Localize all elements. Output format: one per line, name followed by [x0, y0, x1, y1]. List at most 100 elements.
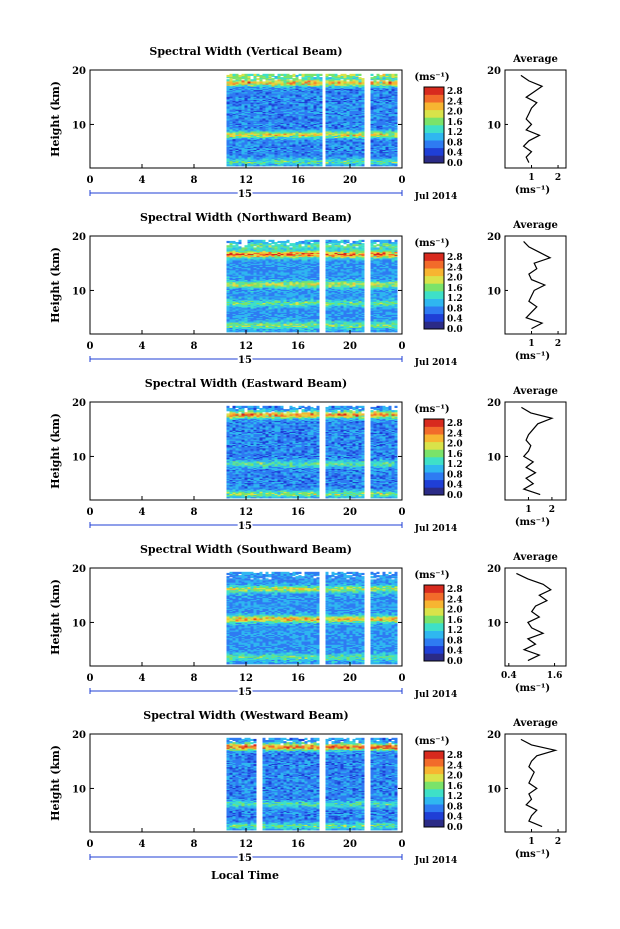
x-tick-label: 0 — [87, 673, 94, 684]
colorbar-segment — [424, 751, 444, 759]
x-tick-label: 16 — [291, 341, 305, 352]
colorbar-segment — [424, 487, 444, 496]
colorbar-segment — [424, 94, 444, 103]
x-tick-label: 0 — [399, 175, 406, 186]
day-label: 15 — [238, 355, 252, 366]
average-title: Average — [512, 54, 558, 65]
x-tick-label: 4 — [139, 341, 146, 352]
x-tick-label: 4 — [139, 507, 146, 518]
average-x-tick-label: 2 — [555, 173, 561, 183]
colorbar-segment — [424, 117, 444, 126]
colorbar-segment — [424, 819, 444, 828]
y-axis-label: Height (km) — [49, 247, 62, 323]
average-y-tick-label: 20 — [487, 66, 501, 77]
average-y-tick-label: 10 — [487, 618, 501, 629]
colorbar-segment — [424, 600, 444, 609]
heatmap-cells — [226, 571, 398, 665]
colorbar-frame — [423, 584, 445, 662]
average-y-tick-label: 10 — [487, 452, 501, 463]
colorbar-segment — [424, 638, 444, 647]
colorbar-segment — [424, 125, 444, 133]
colorbar-tick-label: 0.0 — [447, 325, 463, 335]
average-title: Average — [512, 220, 558, 231]
x-tick-label: 0 — [87, 507, 94, 518]
panel-title: Spectral Width (Eastward Beam) — [145, 377, 347, 390]
colorbar-segment — [424, 645, 444, 654]
colorbar-segment — [424, 253, 444, 261]
panel-title: Spectral Width (Vertical Beam) — [149, 45, 342, 58]
colorbar-tick-label: 0.8 — [447, 304, 463, 314]
x-tick-label: 0 — [399, 673, 406, 684]
colorbar-tick-label: 2.4 — [447, 263, 463, 273]
colorbar-tick-label: 0.0 — [447, 823, 463, 833]
beam-panel-4: Spectral Width (Westward Beam) Height (km… — [49, 709, 567, 866]
average-x-label: (ms⁻¹) — [515, 683, 550, 694]
day-label: 15 — [238, 853, 252, 864]
average-y-tick-label: 10 — [487, 784, 501, 795]
average-profile-line — [520, 74, 544, 163]
colorbar-frame — [423, 252, 445, 330]
colorbar-tick-label: 1.2 — [447, 128, 463, 138]
colorbar-tick-label: 2.8 — [447, 419, 463, 429]
average-y-tick-label: 10 — [487, 286, 501, 297]
y-tick-label: 20 — [72, 730, 86, 741]
colorbar-frame — [423, 86, 445, 164]
colorbar-frame — [423, 418, 445, 496]
x-tick-label: 16 — [291, 507, 305, 518]
colorbar-segment — [424, 479, 444, 488]
average-profile-line — [516, 572, 552, 662]
colorbar-tick-label: 1.6 — [447, 782, 463, 792]
y-axis-label: Height (km) — [49, 579, 62, 655]
x-tick-label: 20 — [343, 175, 357, 186]
heatmap-cells — [226, 239, 398, 333]
x-tick-label: 8 — [191, 341, 198, 352]
average-y-tick-label: 20 — [487, 398, 501, 409]
x-tick-label: 0 — [87, 175, 94, 186]
colorbar-tick-label: 1.2 — [447, 792, 463, 802]
y-tick-label: 10 — [72, 120, 86, 131]
colorbar-unit: (ms⁻¹) — [414, 404, 449, 415]
colorbar-segment — [424, 623, 444, 631]
average-x-label: (ms⁻¹) — [515, 185, 550, 196]
average-frame — [504, 235, 567, 335]
colorbar-segment — [424, 275, 444, 284]
average-x-tick-label: 1 — [525, 505, 531, 515]
colorbar-tick-label: 2.8 — [447, 751, 463, 761]
colorbar-segment — [424, 434, 444, 443]
y-axis-label: Height (km) — [49, 81, 62, 157]
colorbar-tick-label: 0.8 — [447, 802, 463, 812]
panel-title: Spectral Width (Westward Beam) — [143, 709, 348, 722]
x-tick-label: 4 — [139, 175, 146, 186]
average-x-tick-label: 0.4 — [501, 671, 517, 681]
average-y-tick-label: 20 — [487, 730, 501, 741]
colorbar-segment — [424, 132, 444, 141]
colorbar-segment — [424, 147, 444, 156]
colorbar-tick-label: 1.6 — [447, 284, 463, 294]
y-tick-label: 10 — [72, 286, 86, 297]
x-tick-label: 12 — [239, 507, 253, 518]
colorbar-tick-label: 0.0 — [447, 159, 463, 169]
date-label: Jul 2014 — [414, 690, 457, 700]
y-tick-label: 20 — [72, 398, 86, 409]
x-tick-label: 12 — [239, 341, 253, 352]
average-title: Average — [512, 552, 558, 563]
colorbar-segment — [424, 773, 444, 782]
y-tick-label: 10 — [72, 618, 86, 629]
x-tick-label: 0 — [87, 839, 94, 850]
x-tick-label: 16 — [291, 175, 305, 186]
y-axis-label: Height (km) — [49, 745, 62, 821]
colorbar-tick-label: 2.4 — [447, 429, 463, 439]
colorbar-segment — [424, 419, 444, 427]
colorbar-segment — [424, 766, 444, 775]
average-frame — [504, 567, 567, 667]
colorbar-segment — [424, 298, 444, 307]
colorbar-segment — [424, 804, 444, 813]
colorbar-tick-label: 0.0 — [447, 491, 463, 501]
colorbar-segment — [424, 615, 444, 624]
colorbar-unit: (ms⁻¹) — [414, 72, 449, 83]
colorbar-segment — [424, 306, 444, 315]
colorbar-tick-label: 2.4 — [447, 761, 463, 771]
colorbar-tick-label: 1.2 — [447, 294, 463, 304]
colorbar-segment — [424, 140, 444, 149]
